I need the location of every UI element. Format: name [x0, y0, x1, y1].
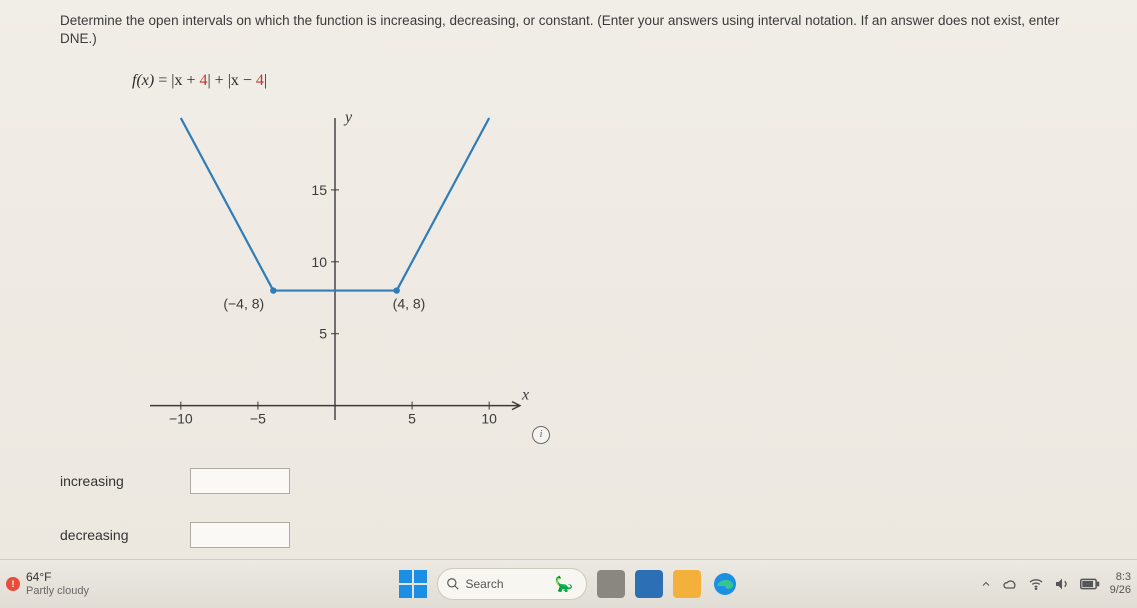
answer-row-increasing: increasing [60, 468, 1125, 494]
function-lhs: f(x) [132, 72, 154, 89]
svg-text:(4, 8): (4, 8) [393, 296, 426, 312]
store-button[interactable] [635, 570, 663, 598]
edge-icon [713, 572, 737, 596]
decreasing-input[interactable] [190, 522, 290, 548]
wifi-icon[interactable] [1028, 576, 1044, 592]
weather-temp: 64°F [26, 571, 89, 585]
increasing-label: increasing [60, 473, 190, 489]
function-expression: f(x) = |x + 4| + |x − 4| [132, 72, 1125, 90]
function-rhs-2: | + |x − [207, 72, 255, 89]
chart-container: −10−551051015xy(−4, 8)(4, 8) i [120, 100, 540, 450]
svg-text:5: 5 [408, 411, 416, 427]
svg-text:(−4, 8): (−4, 8) [223, 296, 264, 312]
svg-text:y: y [343, 109, 353, 126]
function-rhs-1: |x + [171, 72, 199, 89]
system-tray: 8:3 9/26 [980, 571, 1137, 596]
function-rhs-red2: 4 [256, 72, 264, 89]
edge-button[interactable] [711, 570, 739, 598]
volume-icon[interactable] [1054, 576, 1070, 592]
start-button[interactable] [399, 570, 427, 598]
taskbar-search[interactable]: Search 🦕 [437, 568, 587, 600]
taskbar: ! 64°F Partly cloudy Search 🦕 [0, 559, 1137, 608]
question-content: Determine the open intervals on which th… [60, 12, 1125, 548]
function-rhs-3: | [264, 72, 267, 89]
weather-text: 64°F Partly cloudy [26, 571, 89, 597]
svg-text:x: x [521, 387, 529, 404]
chevron-up-icon[interactable] [980, 578, 992, 590]
task-view-button[interactable] [597, 570, 625, 598]
clock-date: 9/26 [1110, 584, 1131, 597]
svg-text:10: 10 [481, 411, 497, 427]
weather-alert-icon: ! [6, 577, 20, 591]
chart-info-icon[interactable]: i [532, 426, 550, 444]
weather-desc: Partly cloudy [26, 585, 89, 598]
question-prompt: Determine the open intervals on which th… [60, 12, 1125, 48]
decreasing-label: decreasing [60, 527, 190, 543]
start-icon [399, 570, 412, 583]
prompt-text-2: DNE.) [60, 31, 97, 46]
svg-text:−5: −5 [250, 411, 266, 427]
taskbar-clock[interactable]: 8:3 9/26 [1110, 571, 1131, 596]
search-icon [446, 577, 460, 591]
cloud-icon[interactable] [1002, 576, 1018, 592]
function-eq: = [154, 72, 171, 89]
file-explorer-button[interactable] [673, 570, 701, 598]
svg-text:−10: −10 [169, 411, 193, 427]
increasing-input[interactable] [190, 468, 290, 494]
answer-row-decreasing: decreasing [60, 522, 1125, 548]
search-placeholder: Search [466, 577, 504, 591]
battery-icon[interactable] [1080, 578, 1100, 590]
page-root: Determine the open intervals on which th… [0, 0, 1137, 608]
chart-svg: −10 −5 5 10 5 10 15 x y (−4, 8) (4, 8) [120, 100, 540, 450]
weather-widget[interactable]: ! 64°F Partly cloudy [0, 571, 89, 597]
answer-group: increasing decreasing [60, 468, 1125, 548]
search-accent-icon: 🦕 [555, 575, 574, 593]
svg-text:10: 10 [311, 254, 327, 270]
prompt-text-1: Determine the open intervals on which th… [60, 13, 1060, 28]
clock-time: 8:3 [1110, 571, 1131, 584]
svg-text:5: 5 [319, 326, 327, 342]
svg-text:15: 15 [311, 182, 327, 198]
taskbar-center: Search 🦕 [399, 568, 739, 600]
